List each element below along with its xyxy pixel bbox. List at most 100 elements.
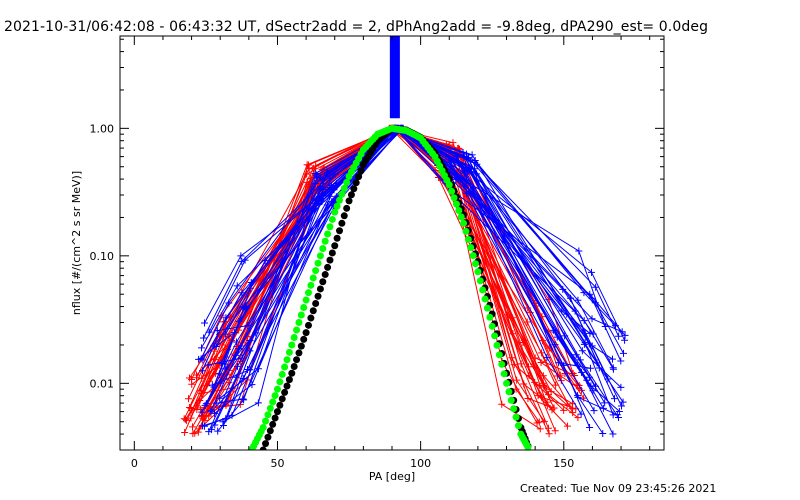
fit-curve-1-point: [474, 268, 482, 276]
x-tick-label: 100: [410, 457, 431, 470]
series-1-marker: [468, 151, 476, 159]
series-1-marker: [471, 156, 479, 164]
series-0-marker: [193, 406, 201, 414]
fit-curve-0-point: [324, 263, 332, 271]
fit-curve-0-point: [283, 382, 291, 390]
series-0-marker: [560, 406, 568, 414]
series-1-marker: [240, 396, 248, 404]
series-1-marker: [324, 169, 332, 177]
fit-curve-1-point: [445, 181, 453, 189]
fit-curve-0-point: [290, 362, 298, 370]
series-1-marker: [204, 361, 212, 369]
series-0-marker: [539, 379, 547, 387]
series-1-marker: [198, 408, 206, 416]
fit-curve-1-point: [486, 313, 494, 321]
fit-curve-0-point: [266, 427, 274, 435]
fit-curve-1-point: [288, 341, 296, 349]
series-1-marker: [198, 367, 206, 375]
series-1-marker: [577, 410, 585, 418]
fit-curve-1-point: [457, 213, 465, 221]
series-1-marker: [216, 394, 224, 402]
fit-curve-0-point: [350, 185, 358, 193]
series-1-marker: [473, 170, 481, 178]
axes-layer: 0 50 100 150 0.01 0.10 1.00 PA [deg] nflux [#/(c…: [70, 35, 665, 483]
series-0-marker: [187, 414, 195, 422]
fit-curve-0-point: [281, 388, 289, 396]
fit-curve-0-point: [293, 356, 301, 364]
fit-curve-1-point: [283, 356, 291, 364]
series-1-marker: [601, 322, 609, 330]
series-1-marker: [235, 317, 243, 325]
fit-curve-1-point: [312, 267, 320, 275]
fit-curve-1-point: [338, 190, 346, 198]
series-1-marker: [559, 285, 567, 293]
fit-curve-1-point: [476, 277, 484, 285]
series-1-marker: [200, 334, 208, 342]
fit-curve-1-point: [503, 379, 511, 387]
series-1-marker: [237, 252, 245, 260]
peak-marker-bar: [389, 36, 400, 119]
series-1-marker: [207, 408, 215, 416]
fit-curve-0-point: [343, 204, 351, 212]
series-1-marker: [241, 303, 249, 311]
series-1-marker: [315, 197, 323, 205]
series-1-marker: [609, 364, 617, 372]
fit-curve-1-point: [319, 245, 327, 253]
fit-curve-1-point: [464, 235, 472, 243]
fit-curve-1-point: [450, 194, 458, 202]
series-0-marker: [536, 425, 544, 433]
series-0-marker: [305, 165, 313, 173]
fit-curve-0-point: [314, 292, 322, 300]
series-1-marker: [580, 340, 588, 348]
series-1-marker: [329, 186, 337, 194]
series-0-marker: [196, 387, 204, 395]
series-1-marker: [575, 247, 583, 255]
fit-curve-0-point: [262, 440, 270, 448]
series-1-marker: [592, 283, 600, 291]
series-1-marker: [588, 315, 596, 323]
series-0-marker: [545, 391, 553, 399]
series-0-marker: [180, 415, 188, 423]
series-1-marker: [590, 407, 598, 415]
x-axis-label: PA [deg]: [369, 470, 415, 483]
fit-curve-1-point: [498, 360, 506, 368]
series-1-marker: [460, 169, 468, 177]
fit-curve-0-point: [273, 408, 281, 416]
y-tick-label: 1.00: [90, 122, 115, 135]
series-1-marker: [199, 422, 207, 430]
fit-curve-1-point: [295, 319, 303, 327]
fit-curve-0-point: [338, 219, 346, 227]
series-1-marker: [233, 338, 241, 346]
series-0-marker: [540, 383, 548, 391]
fit-curve-0-point: [328, 249, 336, 257]
fit-curve-1-point: [495, 351, 503, 359]
series-1-marker: [588, 342, 596, 350]
fit-curve-0-point: [309, 307, 317, 315]
fit-curve-1-point: [510, 405, 518, 413]
fit-curve-0-point: [302, 329, 310, 337]
series-0-marker: [304, 161, 312, 169]
series-1-marker: [574, 296, 582, 304]
fit-curve-0-point: [333, 234, 341, 242]
y-tick-label: 0.01: [90, 377, 115, 390]
series-1-marker: [202, 400, 210, 408]
series-1-marker: [241, 256, 249, 264]
fit-curve-1-point: [336, 196, 344, 204]
series-0-marker: [535, 418, 543, 426]
series-1-marker: [586, 424, 594, 432]
fit-curve-0-point: [336, 227, 344, 235]
fit-curve-1-point: [324, 230, 332, 238]
series-1-marker: [451, 170, 459, 178]
series-1-marker: [580, 289, 588, 297]
series-0-marker: [449, 139, 457, 147]
fit-curve-1-point: [340, 184, 348, 192]
series-1-marker: [238, 354, 246, 362]
series-1-marker: [609, 430, 617, 438]
fit-curve-0-point: [271, 414, 279, 422]
fit-curve-1-point: [505, 388, 513, 396]
series-1-marker: [471, 165, 479, 173]
fit-curve-1-point: [333, 202, 341, 210]
fit-curve-1-point: [269, 398, 277, 406]
series-0-marker: [188, 407, 196, 415]
fit-curve-0-point: [264, 433, 272, 441]
